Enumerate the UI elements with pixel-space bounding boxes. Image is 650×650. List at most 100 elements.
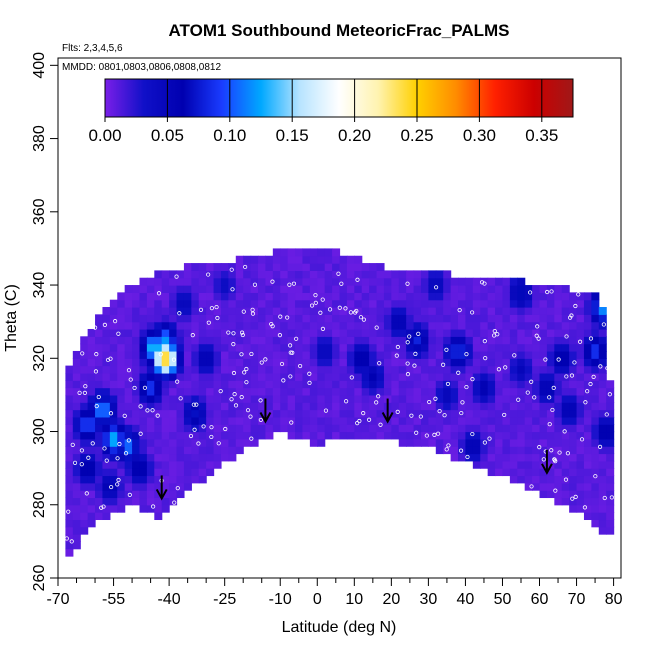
heatmap-cell: [95, 460, 104, 469]
heatmap-cell: [65, 387, 74, 396]
heatmap-cell: [250, 328, 259, 337]
heatmap-cell: [324, 416, 333, 425]
heatmap-cell: [280, 394, 289, 403]
heatmap-cell: [191, 409, 200, 418]
heatmap-cell: [235, 394, 244, 403]
heatmap-cell: [132, 365, 141, 374]
heatmap-cell: [161, 409, 170, 418]
heatmap-cell: [80, 343, 89, 352]
heatmap-cell: [532, 328, 541, 337]
heatmap-cell: [443, 292, 452, 301]
heatmap-cell: [139, 387, 148, 396]
y-tick-label: 260: [31, 565, 48, 592]
observation-marker: [109, 484, 114, 490]
heatmap-cell: [87, 468, 96, 477]
heatmap-cell: [339, 292, 348, 301]
heatmap-cell: [383, 321, 392, 330]
heatmap-cell: [324, 336, 333, 345]
heatmap-cell: [583, 446, 592, 455]
heatmap-cell: [428, 416, 437, 425]
observation-marker: [151, 504, 156, 509]
heatmap-cell: [502, 343, 511, 352]
heatmap-cell: [109, 380, 118, 389]
heatmap-cell: [576, 402, 585, 411]
heatmap-cell: [213, 431, 222, 440]
heatmap-cell: [146, 336, 155, 345]
heatmap-cell: [502, 277, 511, 286]
heatmap-cell: [495, 299, 504, 308]
heatmap-cell: [309, 263, 318, 271]
observation-marker: [258, 417, 263, 423]
heatmap-cell: [176, 431, 185, 440]
heatmap-cell: [154, 409, 163, 418]
heatmap-cell: [228, 350, 237, 359]
heatmap-cell: [502, 446, 511, 455]
observation-marker: [214, 304, 219, 310]
heatmap-cell: [95, 372, 104, 381]
colorbar-tick-label: 0.35: [525, 126, 558, 145]
heatmap-cell: [369, 372, 378, 381]
heatmap-cell: [472, 409, 481, 418]
heatmap-cell: [591, 438, 600, 447]
heatmap-cell: [524, 431, 533, 440]
heatmap-cell: [72, 365, 81, 374]
heatmap-cell: [332, 270, 341, 279]
heatmap-cell: [309, 350, 318, 359]
heatmap-cell: [509, 438, 518, 447]
heatmap-cell: [87, 438, 96, 447]
heatmap-cell: [124, 358, 133, 367]
heatmap-cell: [139, 416, 148, 425]
heatmap-cell: [124, 321, 133, 330]
heatmap-cell: [139, 475, 148, 484]
heatmap-cell: [487, 402, 496, 411]
heatmap-cell: [458, 453, 467, 462]
observation-marker: [77, 390, 82, 395]
heatmap-cell: [561, 394, 570, 403]
heatmap-cell: [509, 365, 518, 374]
heatmap-cell: [176, 365, 185, 374]
heatmap-cell: [117, 446, 126, 455]
heatmap-cell: [272, 270, 281, 279]
heatmap-cell: [176, 277, 185, 286]
heatmap-cell: [539, 307, 548, 315]
heatmap-cell: [102, 438, 111, 447]
observation-marker: [175, 486, 180, 491]
heatmap-cell: [191, 270, 200, 279]
heatmap-cell: [324, 372, 333, 381]
heatmap-cell: [250, 255, 259, 264]
heatmap-cell: [72, 446, 81, 455]
heatmap-cell: [265, 328, 274, 337]
heatmap-cell: [354, 292, 363, 301]
heatmap-cell: [354, 328, 363, 337]
heatmap-cell: [554, 468, 563, 477]
heatmap-cell: [339, 372, 348, 381]
heatmap-cell: [146, 321, 155, 330]
observation-marker: [249, 351, 254, 357]
heatmap-cell: [598, 416, 607, 425]
heatmap-cell: [302, 350, 311, 359]
heatmap-cell: [95, 482, 104, 491]
heatmap-cell: [443, 336, 452, 345]
observation-marker: [198, 307, 204, 312]
heatmap-cell: [124, 292, 133, 301]
heatmap-cell: [339, 285, 348, 293]
heatmap-cell: [80, 380, 89, 389]
heatmap-cell: [169, 446, 178, 455]
heatmap-cell: [220, 336, 229, 345]
heatmap-cell: [191, 336, 200, 345]
heatmap-cell: [576, 468, 585, 477]
heatmap-cell: [458, 387, 467, 396]
heatmap-cell: [132, 490, 141, 499]
observation-markers: [64, 264, 614, 544]
heatmap-cell: [95, 438, 104, 447]
heatmap-cell: [235, 314, 244, 323]
heatmap-cell: [546, 490, 555, 499]
observation-marker: [444, 347, 449, 352]
observation-marker: [206, 320, 211, 325]
heatmap-cell: [139, 409, 148, 418]
observation-marker: [66, 509, 71, 514]
heatmap-cell: [391, 365, 400, 374]
heatmap-cell: [369, 270, 378, 279]
heatmap-cell: [354, 270, 363, 279]
heatmap-cell: [183, 453, 192, 462]
